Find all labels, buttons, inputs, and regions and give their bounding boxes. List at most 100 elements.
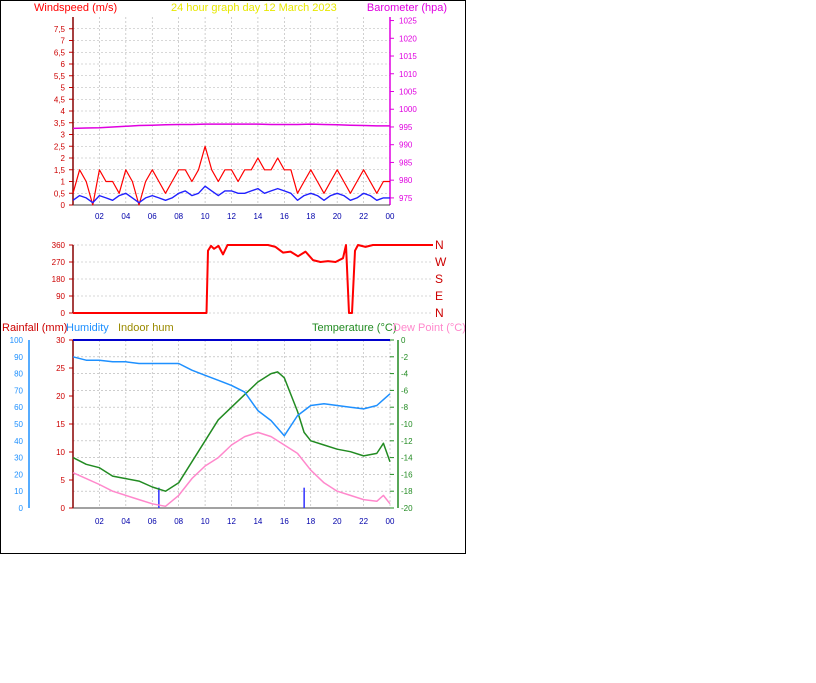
windspeed-tick-label: 2 [61, 154, 66, 163]
temperature-axis-title: Temperature (°C) [312, 322, 396, 334]
cardinal-label-e: E [435, 289, 443, 303]
barometer-tick-label: 1000 [399, 105, 417, 114]
cardinal-label-n-top: N [435, 238, 444, 252]
windspeed-tick-label: 7,5 [54, 25, 66, 34]
climate-x-tick-label: 04 [121, 517, 130, 526]
wind-x-tick-label: 02 [95, 212, 104, 221]
climate-x-tick-label: 00 [386, 517, 395, 526]
rainfall-tick-label: 5 [61, 476, 66, 485]
wind-x-tick-label: 10 [201, 212, 210, 221]
climate-x-tick-label: 12 [227, 517, 236, 526]
climate-x-tick-label: 16 [280, 517, 289, 526]
chart-title: 24 hour graph day 12 March 2023 [171, 2, 337, 14]
temperature-line [72, 371, 391, 492]
cardinal-label-w: W [435, 255, 447, 269]
barometer-tick-label: 1015 [399, 52, 417, 61]
humidity-tick-label: 10 [14, 487, 23, 496]
humidity-tick-label: 100 [10, 336, 24, 345]
cardinal-label-n-bottom: N [435, 306, 444, 320]
dewpoint-axis-title: Dew Point (°C) [393, 322, 465, 334]
wind-x-tick-label: 04 [121, 212, 130, 221]
wind-x-tick-label: 14 [253, 212, 262, 221]
direction-tick-label: 360 [52, 241, 66, 250]
dewpoint-line [72, 431, 391, 508]
humidity-tick-label: 20 [14, 470, 23, 479]
windspeed-tick-label: 1,5 [54, 166, 66, 175]
windspeed-tick-label: 0 [61, 201, 66, 210]
humidity-axis-title: Humidity [66, 322, 109, 334]
rainfall-axis-title: Rainfall (mm) [2, 322, 67, 334]
humidity-line [72, 356, 391, 437]
temperature-tick-label: -4 [401, 370, 409, 379]
rainfall-tick-label: 0 [61, 504, 66, 513]
direction-tick-label: 0 [61, 309, 66, 318]
temperature-tick-label: 0 [401, 336, 406, 345]
windspeed-tick-label: 4,5 [54, 95, 66, 104]
climate-x-tick-label: 22 [359, 517, 368, 526]
wind-direction-line [73, 244, 433, 314]
windspeed-tick-label: 6,5 [54, 48, 66, 57]
cardinal-label-s: S [435, 272, 443, 286]
wind-x-tick-label: 22 [359, 212, 368, 221]
windspeed-tick-label: 2,5 [54, 142, 66, 151]
windspeed-tick-label: 5,5 [54, 72, 66, 81]
rainfall-tick-label: 30 [56, 336, 65, 345]
temperature-tick-label: -2 [401, 353, 409, 362]
rainfall-tick-label: 20 [56, 392, 65, 401]
temperature-tick-label: -8 [401, 403, 409, 412]
barometer-tick-label: 995 [399, 123, 413, 132]
barometer-tick-label: 1020 [399, 34, 417, 43]
windspeed-tick-label: 1 [61, 178, 66, 187]
wind-x-tick-label: 16 [280, 212, 289, 221]
chart-plot-layers: 0 0,5 1 1,5 2 2,5 3 3,5 4 4,5 5 5,5 6 6,5 7 7,5 975 980 98… [10, 17, 433, 526]
barometer-line [72, 123, 390, 130]
climate-x-tick-label: 10 [201, 517, 210, 526]
wind-x-tick-label: 12 [227, 212, 236, 221]
climate-x-tick-label: 08 [174, 517, 183, 526]
windspeed-tick-label: 6 [61, 60, 66, 69]
climate-x-tick-label: 18 [306, 517, 315, 526]
temperature-tick-label: -12 [401, 437, 413, 446]
temperature-tick-label: -20 [401, 504, 413, 513]
humidity-tick-label: 80 [14, 370, 23, 379]
barometer-axis-title: Barometer (hpa) [367, 2, 447, 14]
wind-average-line [72, 185, 390, 204]
windspeed-axis-title: Windspeed (m/s) [34, 2, 117, 14]
wind-gust-line [72, 145, 390, 206]
weather-chart-canvas: Windspeed (m/s) 24 hour graph day 12 Mar… [2, 2, 466, 526]
humidity-tick-label: 30 [14, 454, 23, 463]
indoor-humidity-title: Indoor hum [118, 322, 174, 334]
temperature-tick-label: -14 [401, 454, 413, 463]
rainfall-tick-label: 25 [56, 364, 65, 373]
windspeed-tick-label: 3 [61, 131, 66, 140]
windspeed-tick-label: 4 [61, 107, 66, 116]
humidity-tick-label: 70 [14, 386, 23, 395]
windspeed-tick-label: 0,5 [54, 189, 66, 198]
barometer-tick-label: 985 [399, 158, 413, 167]
temperature-tick-label: -10 [401, 420, 413, 429]
climate-x-tick-label: 06 [148, 517, 157, 526]
humidity-tick-label: 50 [14, 420, 23, 429]
rainfall-tick-label: 15 [56, 420, 65, 429]
climate-x-tick-label: 20 [333, 517, 342, 526]
rainfall-tick-label: 10 [56, 448, 65, 457]
barometer-tick-label: 975 [399, 194, 413, 203]
barometer-tick-label: 980 [399, 176, 413, 185]
windspeed-tick-label: 5 [61, 84, 66, 93]
temperature-tick-label: -16 [401, 470, 413, 479]
barometer-tick-label: 1005 [399, 87, 417, 96]
humidity-tick-label: 0 [19, 504, 24, 513]
barometer-tick-label: 1025 [399, 17, 417, 26]
climate-x-tick-label: 02 [95, 517, 104, 526]
humidity-tick-label: 40 [14, 437, 23, 446]
humidity-tick-label: 90 [14, 353, 23, 362]
barometer-tick-label: 1010 [399, 70, 417, 79]
wind-x-tick-label: 08 [174, 212, 183, 221]
wind-x-tick-label: 06 [148, 212, 157, 221]
direction-tick-label: 90 [56, 292, 65, 301]
temperature-tick-label: -18 [401, 487, 413, 496]
barometer-tick-label: 990 [399, 141, 413, 150]
weather-graph-frame: Windspeed (m/s) 24 hour graph day 12 Mar… [0, 0, 466, 554]
windspeed-tick-label: 3,5 [54, 119, 66, 128]
wind-x-tick-label: 00 [386, 212, 395, 221]
